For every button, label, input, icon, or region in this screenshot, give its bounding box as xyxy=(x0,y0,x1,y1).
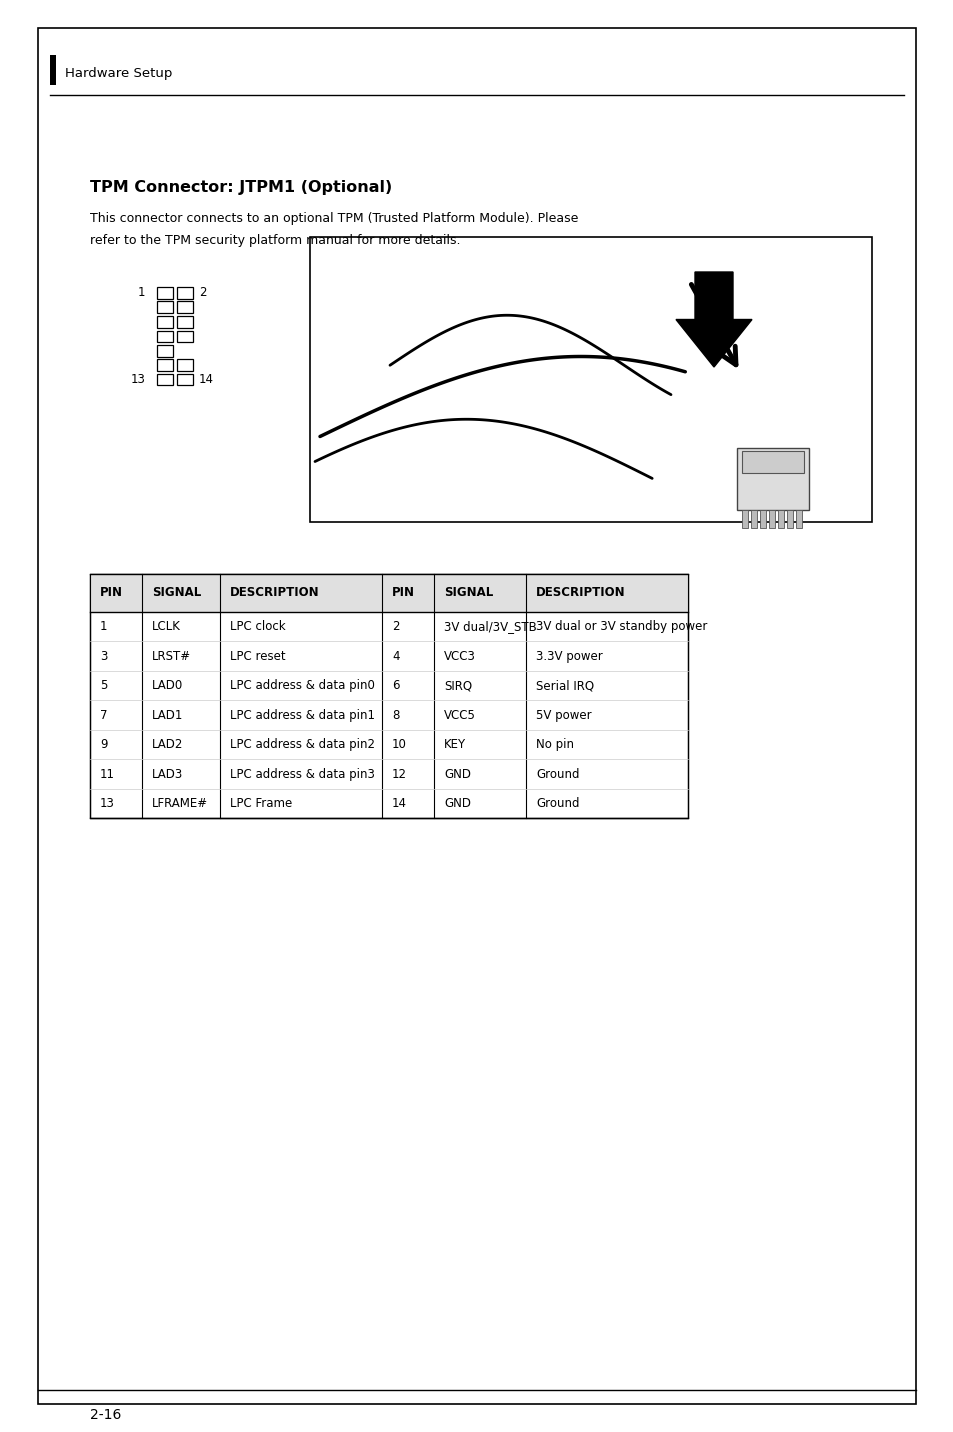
Text: 2-16: 2-16 xyxy=(90,1408,121,1422)
Text: VCC5: VCC5 xyxy=(443,709,476,722)
Text: LAD2: LAD2 xyxy=(152,739,183,752)
Text: LAD3: LAD3 xyxy=(152,768,183,780)
Text: No pin: No pin xyxy=(536,739,574,752)
Bar xyxy=(768,510,774,528)
Text: 3V dual/3V_STB: 3V dual/3V_STB xyxy=(443,620,537,633)
Text: KEY: KEY xyxy=(443,739,466,752)
Text: 9: 9 xyxy=(100,739,108,752)
Bar xyxy=(157,286,172,298)
Text: 13: 13 xyxy=(131,374,145,387)
Text: DESCRIPTION: DESCRIPTION xyxy=(230,587,319,600)
Text: Ground: Ground xyxy=(536,798,578,811)
Text: 14: 14 xyxy=(392,798,407,811)
Text: refer to the TPM security platform manual for more details.: refer to the TPM security platform manua… xyxy=(90,233,460,246)
Bar xyxy=(177,286,193,298)
Text: Ground: Ground xyxy=(536,768,578,780)
Bar xyxy=(157,345,172,357)
Text: LAD0: LAD0 xyxy=(152,679,183,692)
Text: 5: 5 xyxy=(100,679,108,692)
Text: 1: 1 xyxy=(137,286,145,299)
Text: LCLK: LCLK xyxy=(152,620,181,633)
Text: LPC address & data pin0: LPC address & data pin0 xyxy=(230,679,375,692)
Text: LPC address & data pin2: LPC address & data pin2 xyxy=(230,739,375,752)
Text: This connector connects to an optional TPM (Trusted Platform Module). Please: This connector connects to an optional T… xyxy=(90,212,578,225)
Text: VCC3: VCC3 xyxy=(443,650,476,663)
Text: PIN: PIN xyxy=(392,587,415,600)
Text: 2: 2 xyxy=(198,286,206,299)
Bar xyxy=(795,510,801,528)
Text: LRST#: LRST# xyxy=(152,650,191,663)
Polygon shape xyxy=(676,272,751,367)
Bar xyxy=(90,574,687,611)
Text: LPC address & data pin3: LPC address & data pin3 xyxy=(230,768,375,780)
Text: 13: 13 xyxy=(100,798,114,811)
Text: 6: 6 xyxy=(392,679,399,692)
Text: 10: 10 xyxy=(392,739,406,752)
Text: LFRAME#: LFRAME# xyxy=(152,798,208,811)
Text: Hardware Setup: Hardware Setup xyxy=(65,66,172,80)
Bar xyxy=(760,510,765,528)
Text: 3.3V power: 3.3V power xyxy=(536,650,602,663)
Bar xyxy=(750,510,757,528)
Text: TPM Connector: JTPM1 (Optional): TPM Connector: JTPM1 (Optional) xyxy=(90,180,392,195)
Text: 8: 8 xyxy=(392,709,399,722)
Bar xyxy=(741,451,803,473)
Text: 7: 7 xyxy=(100,709,108,722)
Text: GND: GND xyxy=(443,768,471,780)
Text: SIRQ: SIRQ xyxy=(443,679,472,692)
Text: 2: 2 xyxy=(392,620,399,633)
Bar xyxy=(177,316,193,328)
Bar xyxy=(157,302,172,314)
Text: GND: GND xyxy=(443,798,471,811)
Text: 12: 12 xyxy=(392,768,407,780)
Text: 1: 1 xyxy=(100,620,108,633)
Text: PIN: PIN xyxy=(100,587,123,600)
Text: DESCRIPTION: DESCRIPTION xyxy=(536,587,625,600)
Text: LPC reset: LPC reset xyxy=(230,650,285,663)
Bar xyxy=(50,54,55,84)
Bar xyxy=(741,510,747,528)
Bar xyxy=(157,374,172,385)
Bar xyxy=(177,302,193,314)
Text: SIGNAL: SIGNAL xyxy=(152,587,201,600)
Bar xyxy=(90,574,687,819)
Text: SIGNAL: SIGNAL xyxy=(443,587,493,600)
Text: 14: 14 xyxy=(198,374,213,387)
Text: LPC address & data pin1: LPC address & data pin1 xyxy=(230,709,375,722)
Text: 11: 11 xyxy=(100,768,115,780)
Bar xyxy=(177,331,193,342)
Bar xyxy=(157,316,172,328)
Text: LPC clock: LPC clock xyxy=(230,620,285,633)
Bar xyxy=(157,331,172,342)
Bar xyxy=(177,374,193,385)
Text: 4: 4 xyxy=(392,650,399,663)
Text: 5V power: 5V power xyxy=(536,709,591,722)
Bar xyxy=(177,359,193,371)
Text: LAD1: LAD1 xyxy=(152,709,183,722)
Text: 3: 3 xyxy=(100,650,108,663)
Bar xyxy=(157,359,172,371)
Text: LPC Frame: LPC Frame xyxy=(230,798,292,811)
Bar xyxy=(737,448,808,510)
Text: 3V dual or 3V standby power: 3V dual or 3V standby power xyxy=(536,620,706,633)
Bar xyxy=(786,510,792,528)
Bar xyxy=(778,510,783,528)
Text: Serial IRQ: Serial IRQ xyxy=(536,679,594,692)
Bar xyxy=(310,238,871,523)
